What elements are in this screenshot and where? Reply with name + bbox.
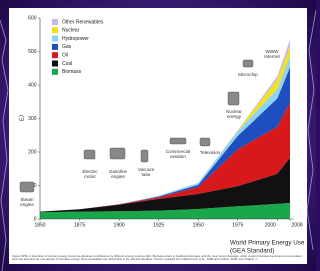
y-tick-label: 600 — [28, 15, 37, 21]
page: {"chart_data": { "type": "stacked_area",… — [0, 0, 316, 271]
legend-label: Biomass — [62, 69, 82, 75]
annotation: energy — [227, 114, 242, 119]
x-tick-label: 1900 — [114, 222, 125, 228]
annotation: Television — [200, 150, 221, 155]
annotation: engine — [111, 174, 125, 179]
y-tick-label: 200 — [28, 149, 37, 155]
chart-subtitle: (GEA Standard) — [230, 248, 274, 255]
legend-swatch — [52, 27, 58, 33]
legend-swatch — [52, 36, 58, 42]
annotation: aviation — [170, 154, 186, 159]
legend-label: Hydropower — [62, 36, 89, 42]
legend-label: Other Renewables — [62, 19, 104, 25]
legend-label: Coal — [62, 61, 72, 67]
y-axis-label: EJ — [19, 115, 25, 121]
legend-swatch — [52, 61, 58, 67]
innovation-icon — [200, 138, 210, 146]
legend-swatch — [52, 69, 58, 75]
innovation-icon — [141, 150, 148, 162]
innovation-icon — [243, 60, 253, 67]
chart: EJ World Primary Energy Use (GEA Standar… — [0, 0, 316, 271]
x-tick-label: 2008 — [292, 222, 303, 228]
caption-box: Figure SPM-1 | Evolution of primary ener… — [12, 255, 304, 271]
legend-swatch — [52, 52, 58, 58]
legend-swatch — [52, 44, 58, 50]
x-tick-label: 1975 — [232, 222, 243, 228]
x-tick-label: 1850 — [34, 222, 45, 228]
x-tick-label: 1925 — [153, 222, 164, 228]
x-tick-label: 1950 — [193, 222, 204, 228]
annotation: Internet — [264, 54, 280, 59]
annotation: engine — [20, 202, 34, 207]
x-tick-label: 1875 — [74, 222, 85, 228]
y-tick-label: 500 — [28, 49, 37, 55]
innovation-icon — [228, 92, 239, 105]
innovation-icon — [110, 148, 125, 159]
x-tick-label: 2000 — [265, 222, 276, 228]
annotation: Microchip — [238, 72, 258, 77]
chart-title: World Primary Energy Use — [230, 240, 305, 247]
annotation: tube — [142, 172, 151, 177]
caption: Figure SPM-1 | Evolution of primary ener… — [12, 255, 304, 262]
innovation-icon — [84, 150, 95, 159]
legend-swatch — [52, 19, 58, 25]
legend-label: Oil — [62, 53, 68, 59]
y-tick-label: 400 — [28, 82, 37, 88]
legend-label: Nuclear — [62, 28, 80, 34]
annotation: motor — [84, 174, 96, 179]
legend-label: Gas — [62, 44, 72, 50]
y-tick-label: 300 — [28, 116, 37, 122]
innovation-icon — [20, 182, 34, 192]
innovation-icon — [170, 138, 186, 144]
